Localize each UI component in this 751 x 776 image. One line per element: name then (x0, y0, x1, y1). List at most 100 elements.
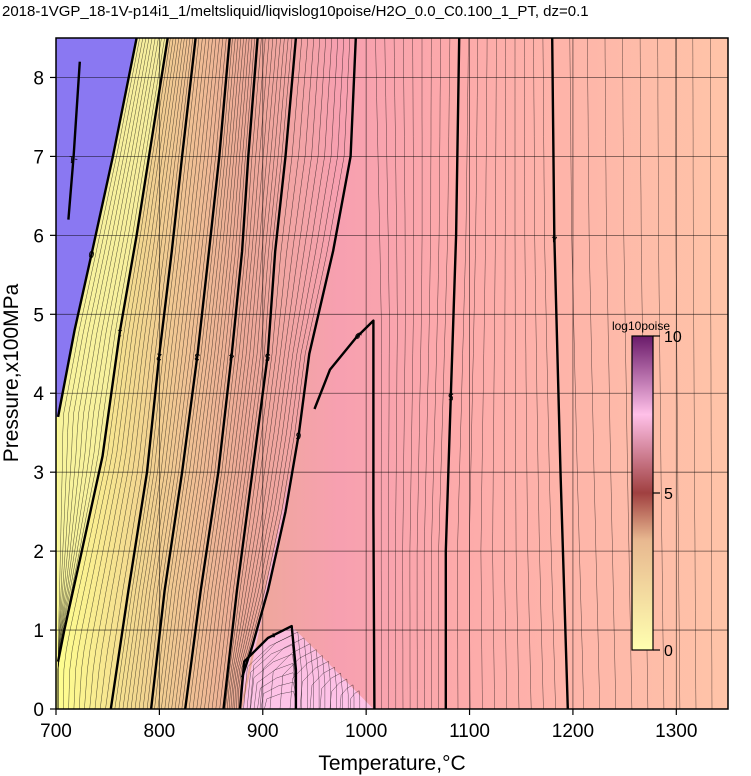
minor-contour (78, 38, 180, 709)
contour-label: 1 (116, 327, 123, 339)
minor-contour (188, 38, 262, 709)
minor-contour (587, 38, 601, 709)
minor-contour (134, 38, 217, 709)
x-axis-label: Temperature,°C (318, 752, 465, 775)
minor-contour (232, 38, 327, 709)
major-contour-1 (56, 38, 169, 662)
minor-contour (622, 38, 633, 709)
minor-contour (130, 38, 213, 709)
major-contour-5 (222, 38, 298, 709)
x-tick-label: 900 (247, 721, 279, 742)
major-contour-7 (238, 624, 298, 709)
minor-contour (196, 38, 270, 709)
minor-contour (514, 38, 520, 709)
y-tick-label: 3 (33, 463, 44, 484)
minor-contour (171, 38, 247, 709)
minor-contour (154, 38, 233, 709)
major-contour-0 (56, 38, 138, 418)
y-tick-label: 6 (33, 226, 44, 247)
minor-contour (57, 38, 153, 709)
minor-contour (349, 690, 361, 709)
y-tick-label: 8 (33, 68, 44, 89)
contour-label: 4 (228, 350, 235, 362)
x-tick-label: 800 (144, 721, 176, 742)
y-tick-label: 4 (33, 384, 44, 405)
region-above-6 (240, 432, 374, 709)
minor-contour (438, 38, 451, 709)
x-tick-label: 1300 (655, 721, 697, 742)
chart-title: 2018-1VGP_18-1V-p14i1_1/meltsliquid/liqv… (2, 3, 589, 20)
minor-contour (142, 38, 224, 709)
major-contour-4 (551, 38, 569, 709)
major-contour-4 (184, 38, 259, 709)
y-tick-label: 7 (33, 147, 44, 168)
minor-contour (57, 38, 140, 709)
minor-contour (375, 38, 382, 709)
minor-contour (675, 38, 681, 709)
colorbar-title: log10poise (612, 319, 670, 333)
contour-label: 5 (447, 390, 453, 401)
minor-contour (174, 38, 250, 709)
minor-contour (57, 38, 165, 709)
minor-contour (692, 38, 697, 709)
minor-contour (234, 38, 333, 709)
minor-contour (393, 38, 398, 709)
minor-contour (57, 38, 162, 709)
minor-contour (219, 38, 293, 709)
minor-contour (94, 38, 188, 709)
x-tick-label: 1100 (449, 721, 490, 742)
contour-label: 6 (294, 429, 302, 441)
contour-label: -1 (68, 153, 78, 165)
x-tick-label: 1000 (345, 721, 387, 742)
minor-contour (269, 643, 314, 709)
x-tick-label: 700 (40, 721, 72, 742)
minor-contour (409, 38, 414, 709)
minor-contour (57, 38, 156, 709)
minor-contour (157, 38, 236, 709)
minor-contour (329, 678, 349, 709)
minor-contour (181, 38, 256, 709)
minor-contour (207, 38, 281, 709)
minor-contour (138, 38, 220, 709)
minor-contour (204, 38, 277, 709)
minor-contour (480, 38, 488, 709)
minor-contour (249, 631, 302, 709)
contour-label: 2 (155, 350, 162, 362)
plot-frame (55, 37, 729, 710)
minor-contour (230, 38, 321, 709)
y-tick-label: 5 (33, 305, 44, 326)
minor-contour (164, 38, 242, 709)
minor-contour (73, 38, 177, 709)
major-contour-6 (313, 319, 376, 709)
major-contour-2 (109, 38, 197, 709)
minor-contour (126, 38, 210, 709)
minor-contour (225, 38, 303, 709)
colorbar: log10poise 0 5 10 (612, 319, 682, 660)
x-tick-label: 1200 (552, 721, 594, 742)
minor-contour (57, 38, 147, 709)
minor-contour (192, 38, 266, 709)
colorbar-tick-label: 0 (664, 643, 673, 660)
major-contour--1 (67, 61, 81, 220)
major-contour-3 (149, 38, 231, 709)
minor-contour (384, 38, 390, 709)
minor-contour (200, 38, 274, 709)
minor-contour (524, 38, 532, 709)
minor-contour (319, 672, 343, 709)
minor-contour (604, 38, 617, 709)
minor-contour (57, 38, 159, 709)
minor-contour (431, 38, 441, 709)
minor-contour (309, 666, 337, 709)
minor-contour (339, 684, 355, 709)
colorbar-tick-label: 5 (664, 486, 673, 503)
colorbar-gradient (631, 335, 654, 651)
minor-contour (99, 38, 191, 709)
minor-contour (710, 38, 713, 709)
minor-contour (657, 38, 665, 709)
minor-contour (542, 38, 556, 709)
y-tick-label: 0 (33, 700, 44, 721)
minor-contour (236, 38, 339, 709)
major-contour-6 (240, 38, 357, 678)
minor-contour (504, 38, 508, 709)
